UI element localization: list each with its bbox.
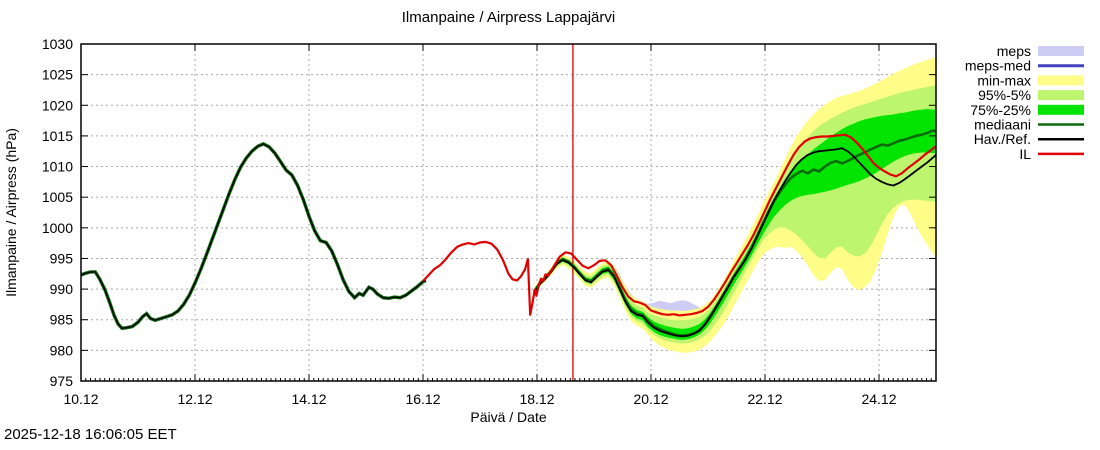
y-tick-label: 1000 [42,220,73,236]
x-tick-label: 24.12 [861,391,896,407]
x-tick-label: 20.12 [633,391,668,407]
legend-swatch-band [1038,46,1084,56]
legend [1038,46,1084,156]
legend-item-min-max [1038,75,1084,86]
x-axis-label: Päivä / Date [470,409,546,425]
legend-item-95-5- [1038,90,1084,101]
legend-label: meps-med [965,58,1031,74]
legend-label: IL [1019,146,1031,162]
y-tick-label: 995 [50,250,74,266]
y-tick-label: 1015 [42,128,73,144]
y-tick-label: 985 [50,312,74,328]
legend-item-75-25- [1038,104,1084,115]
y-tick-label: 980 [50,342,74,358]
band-75-25 [534,108,936,340]
x-tick-label: 12.12 [177,391,212,407]
legend-label: mediaani [974,117,1031,133]
legend-label: min-max [977,72,1031,88]
x-tick-label: 16.12 [405,391,440,407]
legend-swatch-band [1038,75,1084,86]
series-observation-halo [81,142,427,331]
gridlines [81,44,936,381]
y-tick-label: 990 [50,281,74,297]
legend-label: 75%-25% [970,102,1031,118]
x-tick-label: 22.12 [747,391,782,407]
series-hav-ref [533,147,936,338]
y-tick-label: 1030 [42,36,73,52]
series-il [422,133,936,317]
x-tick-label: 10.12 [63,391,98,407]
chart-timestamp: 2025-12-18 16:06:05 EET [4,426,177,443]
y-tick-label: 1020 [42,97,73,113]
chart-title: Ilmanpaine / Airpress Lappajärvi [401,9,616,26]
y-tick-label: 975 [50,373,74,389]
x-tick-label: 14.12 [291,391,326,407]
series-lines [81,128,936,338]
y-tick-label: 1005 [42,189,73,205]
series-observation [81,143,427,330]
legend-item-meps [1038,46,1084,56]
legend-label: 95%-5% [978,87,1031,103]
x-tick-label: 18.12 [519,391,554,407]
y-tick-label: 1010 [42,159,73,175]
legend-swatch-band [1038,90,1084,101]
tick-marks [80,43,937,382]
legend-swatch-band [1038,104,1084,115]
legend-label: meps [997,43,1031,59]
y-tick-label: 1025 [42,67,73,83]
legend-label: Hav./Ref. [974,131,1031,147]
bands [534,57,936,353]
y-axis-label: Ilmanpaine / Airpress (hPa) [3,128,19,297]
